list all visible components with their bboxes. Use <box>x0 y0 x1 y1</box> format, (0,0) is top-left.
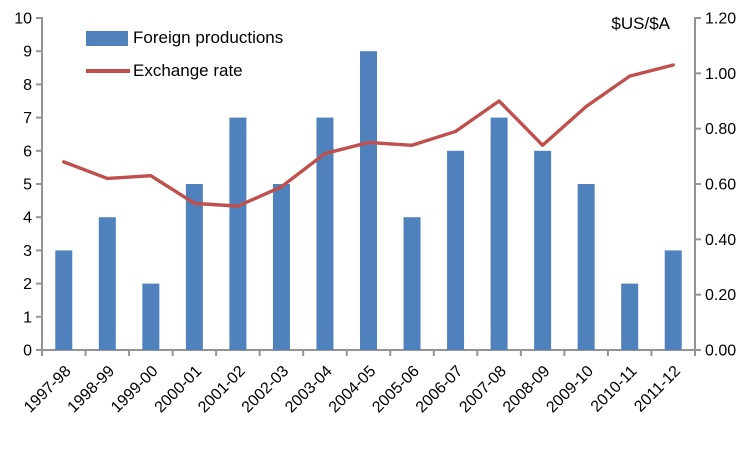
bar-2005-06 <box>403 217 421 350</box>
bar-2009-10 <box>577 184 595 350</box>
exchange-rate-line <box>62 63 675 208</box>
legend-item-exchange-rate: Exchange rate <box>86 61 283 81</box>
x-axis-tick-label: 2010-11 <box>588 363 641 416</box>
bar-2001-02 <box>229 117 247 350</box>
left-axis-tick-label: 10 <box>14 11 32 28</box>
right-axis-tick-label: 0.80 <box>705 121 736 138</box>
x-axis-tick-label: 2002-03 <box>239 363 293 417</box>
bar-2010-11 <box>621 283 639 350</box>
x-axis-tick-label: 1999-00 <box>108 363 162 417</box>
left-axis-tick-label: 2 <box>23 276 32 293</box>
right-axis-tick-label: 1.20 <box>705 11 736 28</box>
bar-2008-09 <box>534 150 552 350</box>
bar-1997-98 <box>55 250 73 350</box>
x-axis-tick-label: 2008-09 <box>500 363 554 417</box>
right-axis-tick-label: 0.40 <box>705 232 736 249</box>
x-axis-tick-label: 2001-02 <box>195 363 249 417</box>
x-axis-tick-label: 2007-08 <box>456 363 510 417</box>
left-axis-tick-label: 1 <box>23 309 32 326</box>
bar-2000-01 <box>185 184 203 350</box>
x-axis-tick-label: 2004-05 <box>326 363 380 417</box>
left-axis-tick-label: 0 <box>23 343 32 360</box>
left-axis-tick-label: 7 <box>23 110 32 127</box>
x-axis-tick-label: 1997-98 <box>21 363 75 417</box>
bar-2003-04 <box>316 117 334 350</box>
bar-2007-08 <box>490 117 508 350</box>
bar-2011-12 <box>664 250 682 350</box>
left-axis-tick-label: 9 <box>23 44 32 61</box>
bar-2004-05 <box>360 51 377 350</box>
right-axis-tick-label: 0.20 <box>705 287 736 304</box>
bar-1998-99 <box>98 217 116 350</box>
bar-1999-00 <box>142 283 160 350</box>
bar-2006-07 <box>447 150 465 350</box>
x-axis-tick-label: 2011-12 <box>631 363 684 416</box>
legend-label-foreign-productions: Foreign productions <box>133 28 284 47</box>
x-axis-tick-label: 1998-99 <box>65 363 119 417</box>
x-axis-tick-label: 2003-04 <box>282 363 336 417</box>
left-axis-tick-label: 6 <box>23 143 32 160</box>
x-axis-tick-label: 2009-10 <box>543 363 597 417</box>
bar-2002-03 <box>272 184 290 350</box>
x-axis-tick-label: 2006-07 <box>413 363 467 417</box>
right-axis-tick-label: 0.60 <box>705 177 736 194</box>
legend-line-swatch <box>86 69 130 73</box>
left-axis-tick-label: 8 <box>23 77 32 94</box>
legend-item-foreign-productions: Foreign productions <box>86 28 283 48</box>
right-axis-tick-label: 0.00 <box>705 343 736 360</box>
right-axis-tick-label: 1.00 <box>705 66 736 83</box>
left-axis-tick-label: 5 <box>23 177 32 194</box>
x-axis-tick-label: 2000-01 <box>152 363 206 417</box>
left-axis-tick-label: 3 <box>23 243 32 260</box>
right-axis-unit-label: $US/$A <box>611 14 670 33</box>
x-axis-tick-label: 2005-06 <box>369 363 423 417</box>
legend: Foreign productions Exchange rate <box>86 28 283 94</box>
legend-label-exchange-rate: Exchange rate <box>133 61 243 80</box>
left-axis-tick-label: 4 <box>23 210 32 227</box>
legend-bar-swatch <box>86 30 128 46</box>
